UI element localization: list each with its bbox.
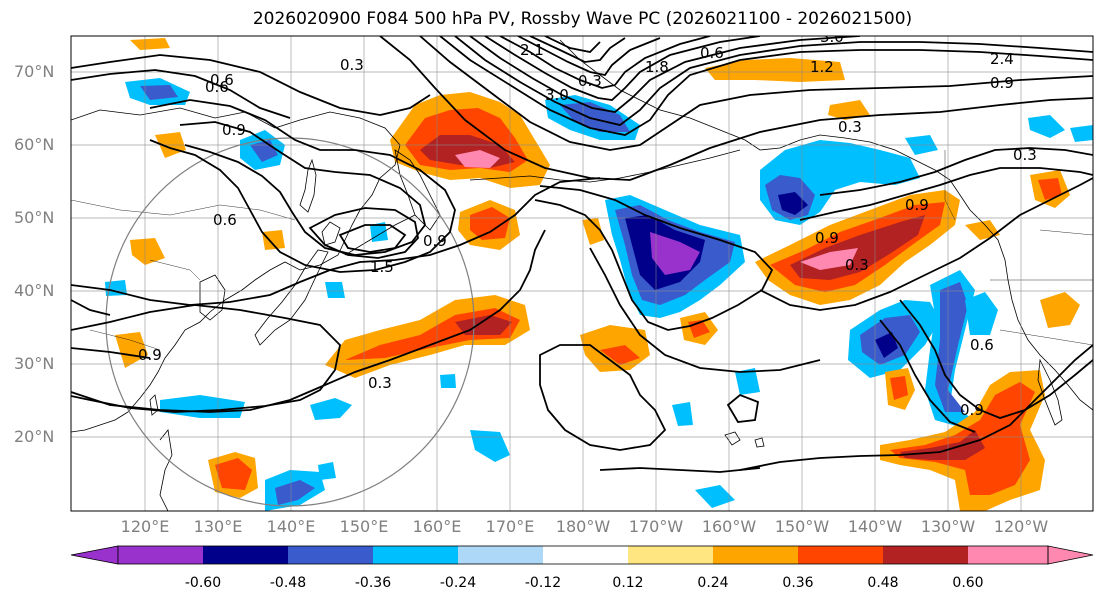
contour-label: 3.0 bbox=[820, 28, 844, 46]
colorbar-extend-min bbox=[70, 545, 119, 565]
contour-label: 0.6 bbox=[213, 211, 237, 229]
colorbar-tick-label: 0.60 bbox=[952, 575, 984, 591]
colorbar-tick-label: 0.24 bbox=[697, 575, 729, 591]
lat-label-70n: 70°N bbox=[14, 62, 55, 81]
colorbar-tick-label: 0.12 bbox=[612, 575, 644, 591]
lat-label-60n: 60°N bbox=[14, 135, 55, 154]
colorbar-tick-label: 0.36 bbox=[782, 575, 814, 591]
gridlines bbox=[71, 36, 1093, 511]
contour-label: 2.1 bbox=[520, 41, 544, 59]
lon-label: 180°W bbox=[555, 517, 611, 536]
pv-contours bbox=[71, 36, 1093, 473]
lon-label: 170°W bbox=[628, 517, 684, 536]
lat-label-30n: 30°N bbox=[14, 354, 55, 373]
borders bbox=[71, 150, 1093, 351]
lat-label-50n: 50°N bbox=[14, 208, 55, 227]
contour-label: 0.3 bbox=[340, 56, 364, 74]
contour-label: 0.3 bbox=[578, 72, 602, 90]
contour-label: 0.9 bbox=[423, 232, 447, 250]
lon-label: 140°W bbox=[847, 517, 903, 536]
lon-label: 170°E bbox=[485, 517, 535, 536]
colorbar-swatch bbox=[288, 546, 373, 564]
contour-label: 2.4 bbox=[990, 50, 1014, 68]
lon-label: 140°E bbox=[266, 517, 316, 536]
map-frame bbox=[70, 35, 1094, 512]
colorbar-swatch bbox=[458, 546, 543, 564]
colorbar-tick-label: -0.12 bbox=[524, 575, 562, 591]
contour-label: 0.6 bbox=[205, 78, 229, 96]
colorbar bbox=[70, 545, 1094, 565]
colorbar-tick-label: 0.48 bbox=[867, 575, 899, 591]
lat-label-20n: 20°N bbox=[14, 427, 55, 446]
contour-label: 0.3 bbox=[845, 256, 869, 274]
colorbar-swatch bbox=[968, 546, 1048, 564]
contour-labels: 3.0 2.4 0.3 0.9 2.1 0.6 3.0 1.8 1.2 0.9 … bbox=[138, 28, 1037, 419]
lon-label: 150°W bbox=[774, 517, 830, 536]
colorbar-swatch bbox=[883, 546, 968, 564]
contour-label: 1.5 bbox=[370, 258, 394, 276]
colorbar-tick-label: -0.60 bbox=[184, 575, 222, 591]
contour-label: 0.9 bbox=[990, 74, 1014, 92]
contour-label: 0.6 bbox=[970, 336, 994, 354]
colorbar-swatch bbox=[798, 546, 883, 564]
lon-label: 160°W bbox=[701, 517, 757, 536]
colorbar-swatch bbox=[628, 546, 713, 564]
colorbar-swatch bbox=[543, 546, 628, 564]
colorbar-swatch bbox=[118, 546, 203, 564]
colorbar-tick-label: -0.36 bbox=[354, 575, 392, 591]
lat-label-40n: 40°N bbox=[14, 281, 55, 300]
lon-label: 150°E bbox=[339, 517, 389, 536]
contour-label: 0.9 bbox=[960, 401, 984, 419]
colorbar-swatch bbox=[373, 546, 458, 564]
colorbar-swatch bbox=[713, 546, 798, 564]
colorbar-tick-label: -0.24 bbox=[439, 575, 477, 591]
contour-label: 0.3 bbox=[368, 374, 392, 392]
colorbar-tick-label: -0.48 bbox=[269, 575, 307, 591]
lon-label: 120°E bbox=[120, 517, 170, 536]
contour-label: 0.6 bbox=[700, 44, 724, 62]
contour-label: 0.9 bbox=[815, 229, 839, 247]
contour-label: 0.6 bbox=[210, 71, 234, 89]
colorbar-extend-max bbox=[1047, 545, 1094, 565]
colorbar-swatch bbox=[203, 546, 288, 564]
contour-label: 0.9 bbox=[905, 196, 929, 214]
lon-label: 130°W bbox=[920, 517, 976, 536]
contour-label: 1.8 bbox=[645, 58, 669, 76]
map-title: 2026020900 F084 500 hPa PV, Rossby Wave … bbox=[252, 9, 913, 29]
contour-label: 0.9 bbox=[222, 121, 246, 139]
contour-label: 0.3 bbox=[838, 118, 862, 136]
contour-label: 1.2 bbox=[810, 58, 834, 76]
lon-label: 160°E bbox=[412, 517, 462, 536]
lon-label: 120°W bbox=[993, 517, 1049, 536]
lon-label: 130°E bbox=[193, 517, 243, 536]
contour-label: 3.0 bbox=[545, 86, 569, 104]
contour-label: 0.3 bbox=[1013, 146, 1037, 164]
contour-label: 0.9 bbox=[138, 346, 162, 364]
